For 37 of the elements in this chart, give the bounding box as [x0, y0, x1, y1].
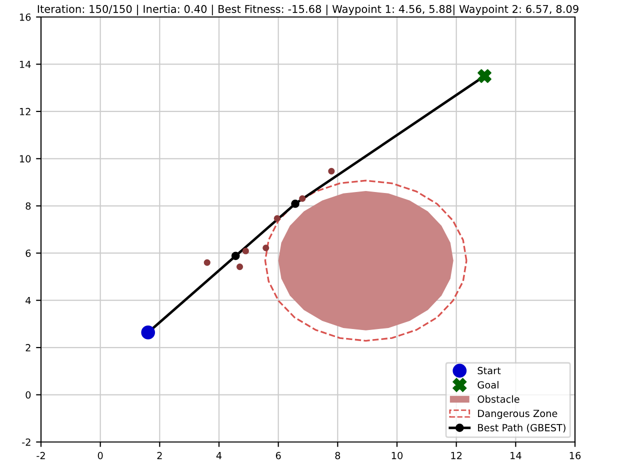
x-tick-label: 2 [157, 452, 162, 460]
point [242, 248, 249, 254]
y-tick-label: 8 [26, 202, 31, 210]
point [274, 215, 280, 222]
legend-label: Goal [478, 381, 498, 389]
point [262, 244, 270, 252]
x-tick-label: 10 [392, 452, 403, 460]
legend-label: Dangerous Zone [478, 410, 558, 419]
legend-label: Start [478, 366, 501, 374]
y-tick-label: 16 [20, 13, 31, 21]
x-tick-label: 6 [276, 452, 281, 460]
x-tick-label: -2 [36, 452, 45, 460]
x-tick-label: 0 [98, 452, 103, 460]
point [231, 252, 240, 260]
y-tick-label: 6 [26, 250, 31, 257]
point [291, 200, 300, 208]
x-tick-label: 8 [335, 452, 340, 460]
point [478, 69, 492, 83]
legend-label: Best Path (GBEST) [478, 424, 566, 433]
y-tick-label: 0 [26, 391, 31, 399]
x-tick-label: 12 [451, 452, 462, 460]
x-tick-label: 14 [510, 452, 522, 460]
legend-label: Obstacle [478, 395, 520, 403]
point [299, 195, 306, 202]
x-tick-label: 4 [216, 452, 222, 460]
y-tick-label: -2 [22, 438, 30, 446]
x-tick-label: 16 [570, 452, 581, 460]
point [204, 259, 210, 266]
point [141, 326, 156, 340]
chart-title: Iteration: 150/150 | Inertia: 0.40 | Best Fitness: -15.68 | Waypoint 1: 4.56, 5.88| Waypoint 2: 6.57, 8.09 [38, 4, 578, 16]
y-tick-label: 4 [26, 296, 31, 304]
y-tick-label: 10 [20, 155, 31, 162]
y-tick-label: 12 [20, 108, 30, 116]
y-tick-label: 2 [26, 344, 30, 352]
point [328, 168, 335, 174]
y-tick-label: 14 [20, 60, 31, 68]
point [236, 264, 244, 270]
